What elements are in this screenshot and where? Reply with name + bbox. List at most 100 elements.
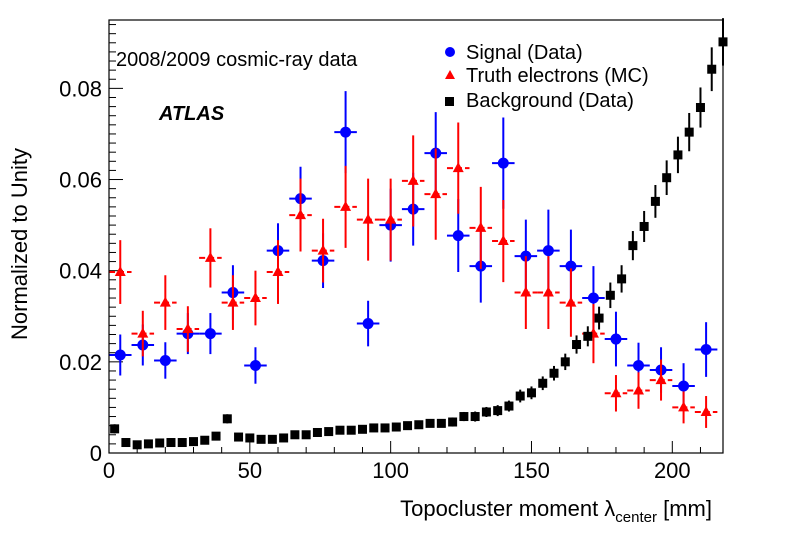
data-point [633, 384, 645, 395]
data-point [407, 174, 419, 185]
data-point [587, 292, 599, 304]
data-point [324, 427, 334, 437]
data-point [700, 405, 712, 416]
data-point [279, 433, 289, 443]
data-point [200, 435, 210, 445]
data-point [475, 221, 487, 232]
data-point [137, 327, 149, 338]
data-point [245, 433, 255, 443]
experiment-label: ATLAS [158, 103, 225, 125]
data-point [357, 424, 367, 434]
y-axis-title: Normalized to Unity [7, 148, 32, 340]
data-point [143, 439, 153, 449]
data-point [430, 188, 442, 199]
data-point [290, 430, 300, 440]
data-point [380, 423, 390, 433]
data-point [121, 438, 131, 448]
legend-label-background: Background (Data) [466, 90, 634, 112]
data-point [515, 391, 525, 401]
data-point [340, 126, 352, 138]
data-point [493, 406, 503, 416]
data-point [497, 157, 509, 169]
data-point [114, 266, 126, 277]
y-tick-label: 0.02 [59, 350, 102, 375]
data-point [610, 333, 622, 345]
legend-label-truth: Truth electrons (MC) [466, 65, 649, 87]
data-point [188, 437, 198, 447]
data-point [204, 328, 216, 340]
data-point [425, 418, 435, 428]
data-point [452, 162, 464, 173]
y-tick-label: 0.04 [59, 259, 102, 284]
data-point [159, 296, 171, 307]
data-point [222, 414, 232, 424]
data-point [362, 318, 374, 330]
data-point [549, 368, 559, 378]
data-point [256, 434, 266, 444]
y-tick-label: 0 [90, 441, 102, 466]
data-point [583, 331, 593, 341]
x-tick-label: 150 [513, 458, 550, 483]
data-point [662, 173, 672, 183]
data-point [155, 438, 165, 448]
data-point [211, 431, 221, 441]
data-point [114, 349, 126, 361]
x-tick-label: 50 [238, 458, 262, 483]
y-tick-label: 0.08 [59, 76, 102, 101]
data-point [610, 387, 622, 398]
data-point [673, 150, 683, 160]
data-point [182, 323, 194, 334]
data-point [560, 357, 570, 367]
data-point [166, 438, 176, 448]
data-point [369, 423, 379, 433]
data-point [542, 286, 554, 297]
data-point [317, 244, 329, 255]
data-point [520, 286, 532, 297]
data-point [204, 251, 216, 262]
x-tick-label: 100 [372, 458, 409, 483]
series-layer [109, 18, 728, 450]
data-point [132, 440, 142, 450]
data-point [249, 292, 261, 303]
data-point [295, 209, 307, 220]
data-point [594, 313, 604, 323]
data-point [312, 427, 322, 437]
data-point [707, 64, 717, 74]
data-point [335, 425, 345, 435]
x-tick-label: 200 [654, 458, 691, 483]
data-point [436, 418, 446, 428]
legend-marker-background [445, 97, 454, 106]
x-axis-title: Topocluster moment λcenter [mm] [400, 496, 712, 526]
data-point [340, 200, 352, 211]
data-point [504, 401, 514, 411]
data-point [177, 438, 187, 448]
data-point [459, 412, 469, 422]
data-point [159, 354, 171, 366]
plot-frame [108, 19, 724, 454]
data-point [542, 245, 554, 257]
legend-marker-truth [445, 70, 455, 79]
data-point [272, 266, 284, 277]
data-point [633, 359, 645, 371]
x-tick-label: 0 [103, 458, 115, 483]
dataset-annotation: 2008/2009 cosmic-ray data [116, 49, 358, 71]
data-point [234, 432, 244, 442]
y-tick-label: 0.06 [59, 168, 102, 193]
data-point [655, 374, 667, 385]
data-point [695, 103, 705, 113]
data-point [684, 127, 694, 137]
data-point [403, 421, 413, 431]
data-point [414, 420, 424, 430]
data-point [526, 388, 536, 398]
data-point [391, 422, 401, 432]
data-point [362, 213, 374, 224]
data-point [538, 378, 548, 388]
data-point [385, 213, 397, 224]
x-axis-title-subscript: center [615, 509, 657, 526]
legend: Signal (Data) Truth electrons (MC) Backg… [445, 42, 649, 112]
data-point [565, 260, 577, 272]
tick-labels: 0 50 100 150 200 0 0.02 0.04 0.06 0.08 [59, 76, 690, 483]
data-point [617, 274, 627, 284]
data-point [470, 412, 480, 422]
